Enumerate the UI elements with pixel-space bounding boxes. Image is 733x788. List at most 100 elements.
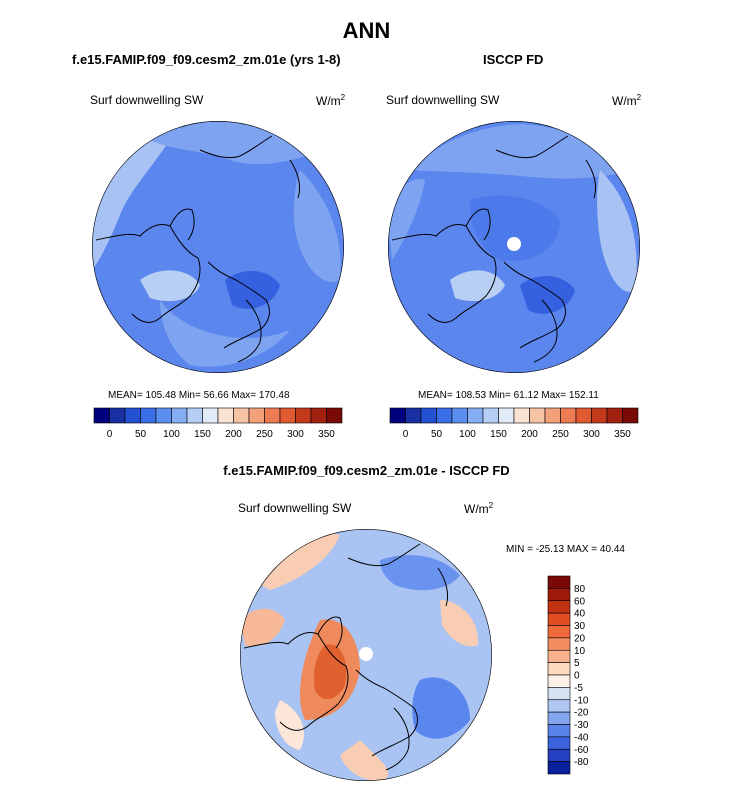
panel1-stats: MEAN= 105.48 Min= 56.66 Max= 170.48 xyxy=(108,390,290,401)
panel3-pole-missing-data xyxy=(359,647,373,661)
panel2-map-region-light-east xyxy=(597,170,637,292)
panel1-colorbar-tick-label: 50 xyxy=(135,429,147,440)
panel2-map xyxy=(388,121,640,373)
panel3-colorbar-box xyxy=(547,761,571,775)
panel2-colorbar-box xyxy=(420,407,437,424)
panel1-colorbar-tick-label: 200 xyxy=(225,429,242,440)
panel2-coastlines xyxy=(391,135,597,363)
panel3-colorbar-box xyxy=(547,612,571,626)
panel1-title: f.e15.FAMIP.f09_f09.cesm2_zm.01e (yrs 1-… xyxy=(72,52,341,67)
panel3-colorbar-box xyxy=(547,674,571,688)
panel3-map-region-hot xyxy=(314,644,347,700)
panel3-map-region-cool-ne xyxy=(380,555,460,591)
panel2-colorbar-box xyxy=(606,407,623,424)
panel1-colorbar-tick-label: 150 xyxy=(194,429,211,440)
panel2-pole-missing-data xyxy=(507,237,521,251)
panel1-map xyxy=(92,121,344,373)
panel1-colorbar-box xyxy=(93,407,110,424)
panel3-colorbar-box xyxy=(547,588,571,602)
panel2-colorbar-tick-label: 200 xyxy=(521,429,538,440)
panel1-colorbar-tick-label: 300 xyxy=(287,429,304,440)
panel3-colorbar-box xyxy=(547,687,571,701)
panel3-colorbar-box xyxy=(547,736,571,750)
panel1-colorbar-tick-label: 100 xyxy=(163,429,180,440)
panel1-colorbar-box xyxy=(171,407,188,424)
panel3-units-base: W/m xyxy=(464,502,489,516)
panel3-colorbar-box xyxy=(547,600,571,614)
panel3-units-exp: 2 xyxy=(488,501,494,510)
panel3-variable-label: Surf downwelling SW xyxy=(238,501,352,515)
panel1-map-region-pale xyxy=(140,270,200,302)
panel2-colorbar-box xyxy=(513,407,530,424)
panel2-colorbar-box xyxy=(405,407,422,424)
panel1-colorbar-box xyxy=(279,407,296,424)
panel2-colorbar-box xyxy=(436,407,453,424)
panel3-coastlines xyxy=(243,543,449,771)
panel2-colorbar-box xyxy=(575,407,592,424)
page-title: ANN xyxy=(342,18,391,43)
panel2-title: ISCCP FD xyxy=(483,52,544,67)
panel1-colorbar-box xyxy=(140,407,157,424)
panel2-colorbar-box xyxy=(591,407,608,424)
panel3-map-region-cool-e xyxy=(412,677,470,739)
panel2-stats: MEAN= 108.53 Min= 61.12 Max= 152.11 xyxy=(418,390,599,401)
panel2-colorbar-box xyxy=(482,407,499,424)
panel2-colorbar-tick-label: 0 xyxy=(403,429,409,440)
panel2-colorbar-tick-label: 250 xyxy=(552,429,569,440)
panel1-units: W/m2 xyxy=(316,93,345,108)
panel3-map-region-warm-s xyxy=(340,740,389,781)
panel2-colorbar-box xyxy=(529,407,546,424)
panel3-colorbar-box xyxy=(547,637,571,651)
panel1-colorbar-box xyxy=(124,407,141,424)
panel3-colorbar-tick-label: -5 xyxy=(574,683,583,694)
panel3-colorbar-tick-label: 80 xyxy=(574,584,586,595)
panel1-colorbar-box xyxy=(109,407,126,424)
panel1-colorbar-tick-label: 0 xyxy=(107,429,113,440)
panel2-colorbar-box xyxy=(467,407,484,424)
panel2-units-exp: 2 xyxy=(636,93,642,102)
panel1-colorbar-tick-label: 350 xyxy=(318,429,335,440)
panel1-coastlines xyxy=(95,135,301,363)
panel2-colorbar-tick-label: 150 xyxy=(490,429,507,440)
panel1-colorbar-box xyxy=(233,407,250,424)
panel2-units-base: W/m xyxy=(612,94,637,108)
panel3-colorbar-tick-label: 0 xyxy=(574,671,580,682)
panel1-colorbar-tick-label: 250 xyxy=(256,429,273,440)
panel1-colorbar-box xyxy=(186,407,203,424)
panel2-colorbar-box xyxy=(498,407,515,424)
panel3-units: W/m2 xyxy=(464,501,493,516)
panel1-variable-label: Surf downwelling SW xyxy=(90,93,204,107)
panel3-colorbar-box xyxy=(547,699,571,713)
panel3-colorbar-tick-label: 10 xyxy=(574,646,586,657)
panel1-colorbar-box xyxy=(264,407,281,424)
panel2-colorbar-tick-label: 100 xyxy=(459,429,476,440)
panel2-units: W/m2 xyxy=(612,93,641,108)
panel3-stats: MIN = -25.13 MAX = 40.44 xyxy=(506,544,625,555)
panel3-colorbar-box xyxy=(547,724,571,738)
panel3-colorbar-tick-label: 5 xyxy=(574,658,580,669)
panel1-map-region-mid-east xyxy=(293,170,341,282)
panel3-colorbar-tick-label: -20 xyxy=(574,708,589,719)
panel3-colorbar-tick-label: 40 xyxy=(574,609,586,620)
panel3-colorbar-box xyxy=(547,662,571,676)
panel2-colorbar-tick-label: 300 xyxy=(583,429,600,440)
panel2-map-region-pale xyxy=(450,270,505,302)
panel2-colorbar-box xyxy=(560,407,577,424)
panel1-units-exp: 2 xyxy=(340,93,346,102)
panel3-colorbar-tick-label: -40 xyxy=(574,732,589,743)
panel2-map-region-dark xyxy=(520,275,575,314)
panel2-colorbar: 0 50 100 150 200 250 300 350 xyxy=(389,407,639,440)
panel1-colorbar-box xyxy=(202,407,219,424)
panel3-map xyxy=(240,529,492,781)
panel3-colorbar-tick-label: 20 xyxy=(574,633,586,644)
panel1-map-region-mid-south xyxy=(160,300,290,367)
panel3-map-region-warm-e xyxy=(440,600,479,647)
panel3-colorbar-box xyxy=(547,575,571,589)
panel1-colorbar-box xyxy=(295,407,312,424)
panel3-colorbar-box xyxy=(547,748,571,762)
panel1-colorbar-box xyxy=(217,407,234,424)
panel3-map-region-warm-w xyxy=(240,608,285,647)
panel3-colorbar-tick-label: 60 xyxy=(574,596,586,607)
